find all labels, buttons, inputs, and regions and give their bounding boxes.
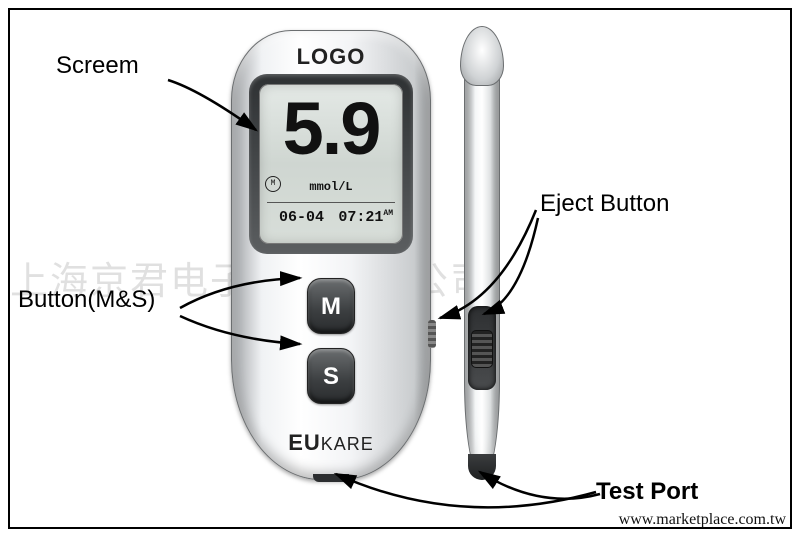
lcd-frame: 5.9 M mmol/L 06-04 07:21AM [249, 74, 413, 254]
label-eject: Eject Button [540, 190, 669, 218]
device-brand: EUKARE [231, 430, 431, 456]
device-side-view [458, 30, 506, 480]
lcd-reading: 5.9 [259, 92, 403, 166]
m-button[interactable]: M [307, 278, 355, 334]
device-logo: LOGO [231, 44, 431, 70]
label-test-port: Test Port [596, 478, 698, 506]
side-test-port[interactable] [468, 454, 496, 480]
label-buttons: Button(M&S) [18, 286, 155, 314]
eject-button[interactable] [471, 330, 493, 368]
side-top-cap [460, 26, 504, 86]
lcd-divider [267, 202, 395, 203]
lcd-unit: mmol/L [259, 180, 403, 194]
lcd-date: 06-04 [279, 209, 324, 226]
label-screen: Screem [56, 52, 139, 80]
lcd-time: 07:21AM [338, 209, 393, 226]
device-front: LOGO 5.9 M mmol/L 06-04 07:21AM M S EUKA… [231, 30, 431, 480]
lcd-screen: 5.9 M mmol/L 06-04 07:21AM [259, 84, 403, 244]
footer-url: www.marketplace.com.tw [619, 511, 786, 529]
side-body [464, 30, 500, 480]
front-side-notch [428, 320, 436, 348]
s-button[interactable]: S [307, 348, 355, 404]
test-port-slot[interactable] [313, 474, 349, 482]
